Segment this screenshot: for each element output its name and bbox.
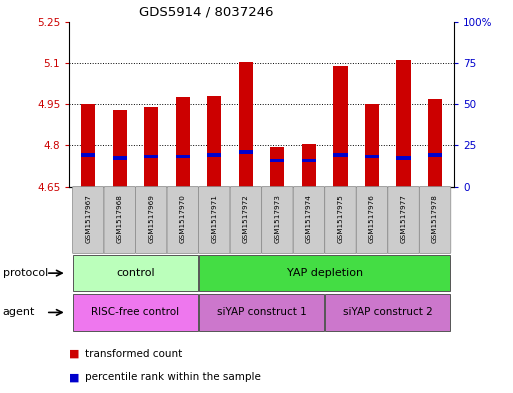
- FancyBboxPatch shape: [199, 187, 230, 253]
- Text: RISC-free control: RISC-free control: [91, 307, 180, 318]
- Text: agent: agent: [3, 307, 35, 318]
- FancyBboxPatch shape: [357, 187, 388, 253]
- Text: GSM1517972: GSM1517972: [243, 194, 249, 243]
- FancyBboxPatch shape: [325, 294, 450, 331]
- FancyBboxPatch shape: [72, 187, 104, 253]
- Bar: [333, 66, 348, 187]
- FancyBboxPatch shape: [104, 187, 135, 253]
- Text: GSM1517975: GSM1517975: [338, 194, 344, 243]
- FancyBboxPatch shape: [230, 187, 262, 253]
- Text: ■: ■: [69, 349, 80, 359]
- Bar: [239, 61, 253, 187]
- Text: siYAP construct 1: siYAP construct 1: [217, 307, 306, 318]
- Text: siYAP construct 2: siYAP construct 2: [343, 307, 432, 318]
- Bar: [365, 154, 379, 158]
- Bar: [175, 154, 190, 158]
- Bar: [175, 97, 190, 187]
- Text: GSM1517969: GSM1517969: [148, 194, 154, 243]
- FancyBboxPatch shape: [420, 187, 451, 253]
- FancyBboxPatch shape: [293, 187, 325, 253]
- Text: percentile rank within the sample: percentile rank within the sample: [85, 372, 261, 382]
- Bar: [239, 151, 253, 154]
- FancyBboxPatch shape: [325, 187, 356, 253]
- Text: GSM1517970: GSM1517970: [180, 194, 186, 243]
- Bar: [397, 60, 410, 187]
- Bar: [81, 153, 95, 157]
- Bar: [81, 104, 95, 187]
- Bar: [144, 107, 159, 187]
- Text: GSM1517974: GSM1517974: [306, 194, 312, 243]
- FancyBboxPatch shape: [262, 187, 293, 253]
- Text: GSM1517978: GSM1517978: [432, 194, 438, 243]
- Bar: [207, 96, 222, 187]
- FancyBboxPatch shape: [167, 187, 199, 253]
- Bar: [428, 99, 442, 187]
- Text: protocol: protocol: [3, 268, 48, 278]
- Bar: [397, 156, 410, 160]
- Text: ■: ■: [69, 372, 80, 382]
- Text: GSM1517967: GSM1517967: [85, 194, 91, 243]
- Bar: [333, 153, 348, 157]
- Text: YAP depletion: YAP depletion: [287, 268, 363, 278]
- FancyBboxPatch shape: [388, 187, 419, 253]
- Text: transformed count: transformed count: [85, 349, 182, 359]
- Bar: [302, 144, 316, 187]
- Text: GSM1517973: GSM1517973: [274, 194, 281, 243]
- Bar: [144, 154, 159, 158]
- Bar: [113, 156, 127, 160]
- Bar: [270, 147, 285, 187]
- Bar: [207, 153, 222, 157]
- Text: GDS5914 / 8037246: GDS5914 / 8037246: [139, 6, 273, 19]
- Text: GSM1517968: GSM1517968: [117, 194, 123, 243]
- FancyBboxPatch shape: [73, 255, 198, 291]
- Bar: [302, 159, 316, 162]
- Bar: [428, 153, 442, 157]
- Bar: [365, 104, 379, 187]
- Bar: [270, 159, 285, 162]
- Text: GSM1517977: GSM1517977: [401, 194, 406, 243]
- Text: control: control: [116, 268, 155, 278]
- Text: GSM1517976: GSM1517976: [369, 194, 375, 243]
- Bar: [113, 110, 127, 187]
- FancyBboxPatch shape: [73, 294, 198, 331]
- FancyBboxPatch shape: [135, 187, 167, 253]
- Text: GSM1517971: GSM1517971: [211, 194, 218, 243]
- FancyBboxPatch shape: [199, 255, 450, 291]
- FancyBboxPatch shape: [199, 294, 324, 331]
